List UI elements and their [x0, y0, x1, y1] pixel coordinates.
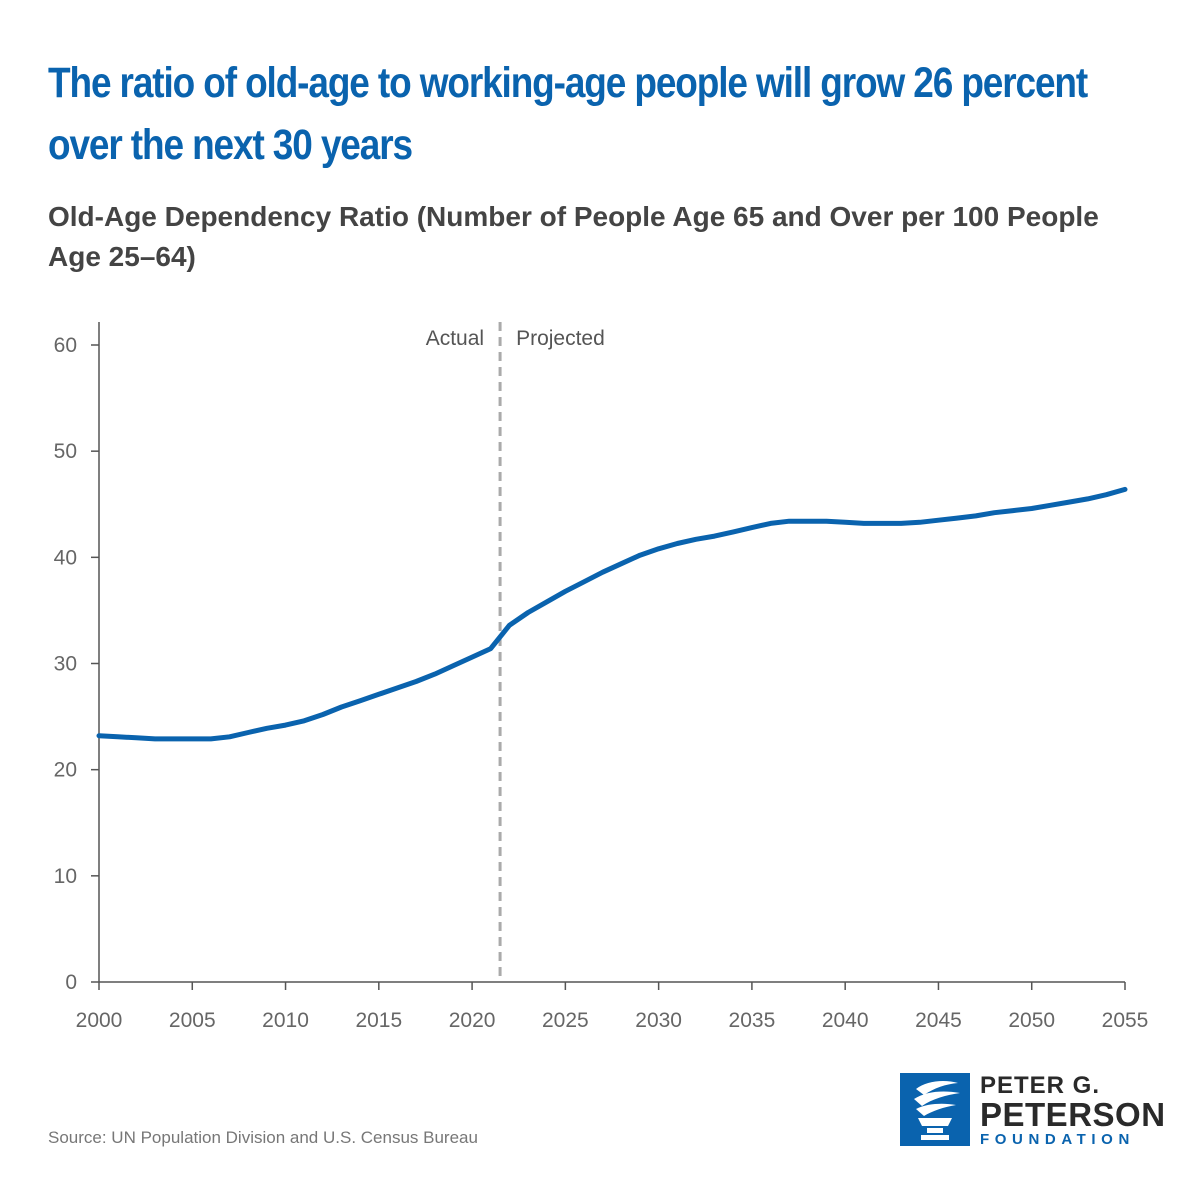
x-tick-label: 2000: [76, 1009, 123, 1032]
y-tick-label: 50: [54, 440, 77, 463]
series: [96, 486, 1128, 742]
x-tick-label: 2050: [1008, 1009, 1055, 1032]
actual-projected-divider: Actual Projected: [426, 322, 605, 982]
x-tick-label: 2020: [449, 1009, 496, 1032]
chart-title: The ratio of old-age to working-age peop…: [48, 59, 1088, 169]
series-line: [96, 486, 1128, 742]
y-axis: 0 10 20 30 40 50 60: [54, 322, 100, 994]
x-axis: 2000 2005 2010 2015 2020 2025 2030 2035 2040 2045…: [76, 981, 1149, 1032]
x-tick-label: 2010: [262, 1009, 309, 1032]
y-tick-label: 40: [54, 546, 77, 569]
x-tick-label: 2015: [355, 1009, 402, 1032]
x-tick-label: 2040: [822, 1009, 869, 1032]
torch-icon: [900, 1073, 970, 1146]
x-tick-label: 2045: [915, 1009, 962, 1032]
x-tick-label: 2005: [169, 1009, 216, 1032]
y-tick-label: 20: [54, 759, 77, 782]
y-tick-label: 60: [54, 334, 77, 357]
x-tick-label: 2025: [542, 1009, 589, 1032]
y-tick-label: 0: [65, 971, 77, 994]
peterson-foundation-logo: PETER G. PETERSON FOUNDATION: [900, 1073, 1165, 1149]
x-tick-label: 2035: [729, 1009, 776, 1032]
actual-label: Actual: [426, 327, 484, 350]
projected-label: Projected: [516, 327, 605, 350]
logo-text-line2: PETERSON: [980, 1096, 1166, 1133]
source-note: Source: UN Population Division and U.S. …: [48, 1128, 478, 1147]
x-tick-label: 2030: [635, 1009, 682, 1032]
logo-text-line3: FOUNDATION: [980, 1131, 1135, 1148]
chart-subtitle: Old-Age Dependency Ratio (Number of Peop…: [48, 201, 1099, 272]
y-tick-label: 30: [54, 653, 77, 676]
x-tick-label: 2055: [1102, 1009, 1149, 1032]
y-tick-label: 10: [54, 865, 77, 888]
logo-text-line1: PETER G.: [980, 1072, 1101, 1099]
